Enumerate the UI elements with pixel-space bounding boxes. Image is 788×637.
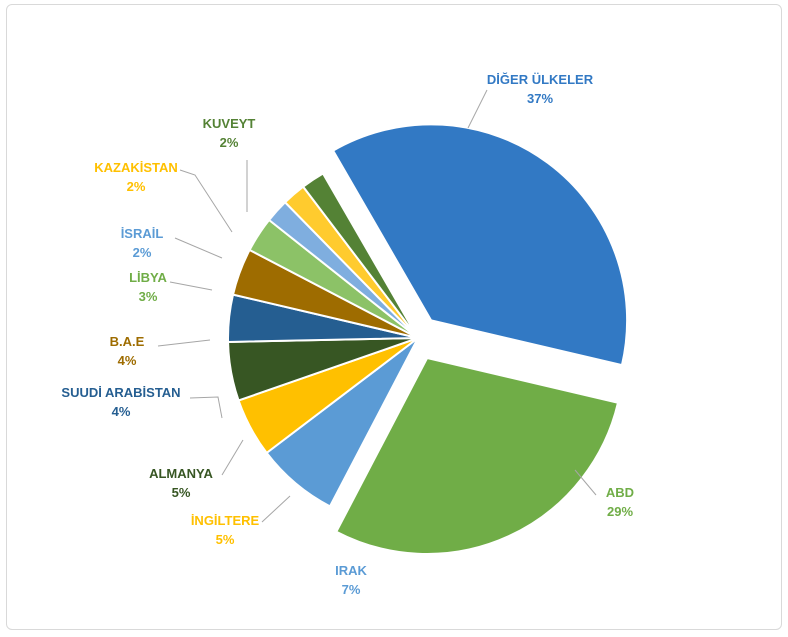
slice-label-name: SUUDİ ARABİSTAN (61, 385, 180, 400)
slice-label-name: KAZAKİSTAN (94, 160, 178, 175)
slice-label-value: 2% (127, 179, 146, 194)
pie-slice-abd (335, 356, 620, 555)
slice-label-value: 2% (220, 135, 239, 150)
slice-label-name: B.A.E (110, 334, 145, 349)
slice-label-value: 5% (172, 485, 191, 500)
slice-label-value: 7% (342, 582, 361, 597)
leader-line (174, 237, 223, 259)
leader-line (157, 339, 211, 347)
leader-line (574, 469, 597, 496)
slice-label-value: 5% (216, 532, 235, 547)
slice-label-name: ABD (606, 485, 634, 500)
pie-slice-kuveyt (301, 172, 419, 339)
slice-label-value: 3% (139, 289, 158, 304)
slice-label-value: 29% (607, 504, 633, 519)
leader-line (467, 89, 488, 129)
leader-line (169, 281, 213, 291)
slice-label-name: İSRAİL (121, 226, 164, 241)
slice-label-name: İNGİLTERE (191, 513, 260, 528)
slice-label-name: ALMANYA (149, 466, 213, 481)
pie-slice-di-ğer-ülkeler (331, 123, 629, 367)
leader-line (261, 495, 291, 523)
leader-line (189, 396, 223, 419)
slice-labels: DİĞER ÜLKELER37%ABD29%IRAK7%İNGİLTERE5%A… (61, 72, 634, 597)
slice-label-name: IRAK (335, 563, 367, 578)
slice-label-value: 4% (112, 404, 131, 419)
pie-slices (227, 123, 629, 555)
leader-line (221, 439, 244, 476)
leader-lines (157, 89, 597, 523)
slice-label-name: LİBYA (129, 270, 167, 285)
slice-label-value: 2% (133, 245, 152, 260)
leader-line (179, 169, 233, 233)
slice-label-name: DİĞER ÜLKELER (487, 72, 594, 87)
slice-label-value: 4% (118, 353, 137, 368)
slice-label-value: 37% (527, 91, 553, 106)
slice-label-name: KUVEYT (203, 116, 256, 131)
